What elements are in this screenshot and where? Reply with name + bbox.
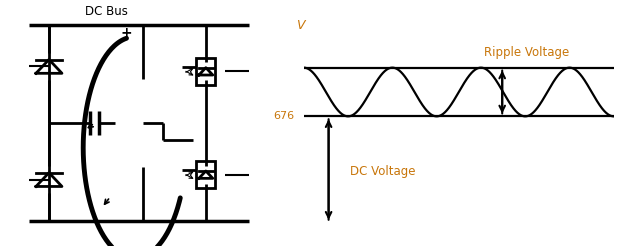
Bar bbox=[196, 161, 216, 188]
Text: DC Bus: DC Bus bbox=[84, 5, 128, 17]
Text: DC Voltage: DC Voltage bbox=[350, 165, 416, 178]
Text: Ripple Voltage: Ripple Voltage bbox=[484, 46, 570, 59]
Text: V: V bbox=[296, 19, 304, 32]
Text: 676: 676 bbox=[273, 111, 294, 121]
Bar bbox=[196, 58, 216, 85]
Text: +: + bbox=[120, 26, 132, 40]
